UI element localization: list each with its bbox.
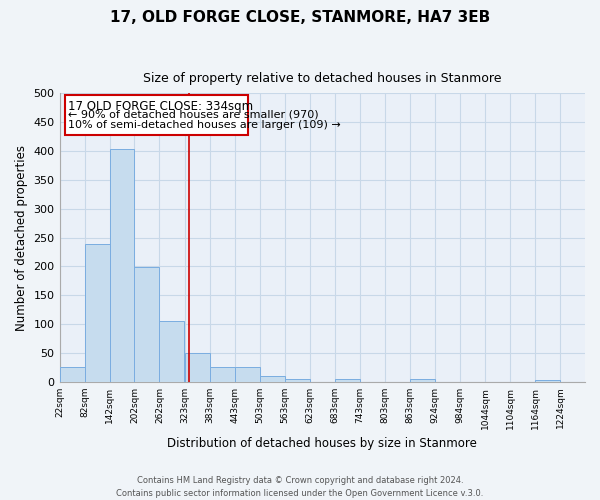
Bar xyxy=(185,353,210,382)
Text: ← 90% of detached houses are smaller (970): ← 90% of detached houses are smaller (97… xyxy=(68,110,319,120)
Text: 17, OLD FORGE CLOSE, STANMORE, HA7 3EB: 17, OLD FORGE CLOSE, STANMORE, HA7 3EB xyxy=(110,10,490,25)
FancyBboxPatch shape xyxy=(65,95,248,136)
Text: 17 OLD FORGE CLOSE: 334sqm: 17 OLD FORGE CLOSE: 334sqm xyxy=(68,100,253,112)
Bar xyxy=(410,380,434,382)
Bar xyxy=(285,379,310,382)
Bar xyxy=(535,380,560,382)
Y-axis label: Number of detached properties: Number of detached properties xyxy=(15,144,28,330)
Bar xyxy=(335,379,360,382)
Title: Size of property relative to detached houses in Stanmore: Size of property relative to detached ho… xyxy=(143,72,502,85)
Bar xyxy=(235,368,260,382)
Text: 10% of semi-detached houses are larger (109) →: 10% of semi-detached houses are larger (… xyxy=(68,120,341,130)
Bar xyxy=(210,368,235,382)
Bar xyxy=(260,376,285,382)
X-axis label: Distribution of detached houses by size in Stanmore: Distribution of detached houses by size … xyxy=(167,437,477,450)
Bar xyxy=(160,321,184,382)
Bar xyxy=(134,267,160,382)
Text: Contains HM Land Registry data © Crown copyright and database right 2024.
Contai: Contains HM Land Registry data © Crown c… xyxy=(116,476,484,498)
Bar xyxy=(110,149,134,382)
Bar xyxy=(85,244,110,382)
Bar xyxy=(59,367,85,382)
